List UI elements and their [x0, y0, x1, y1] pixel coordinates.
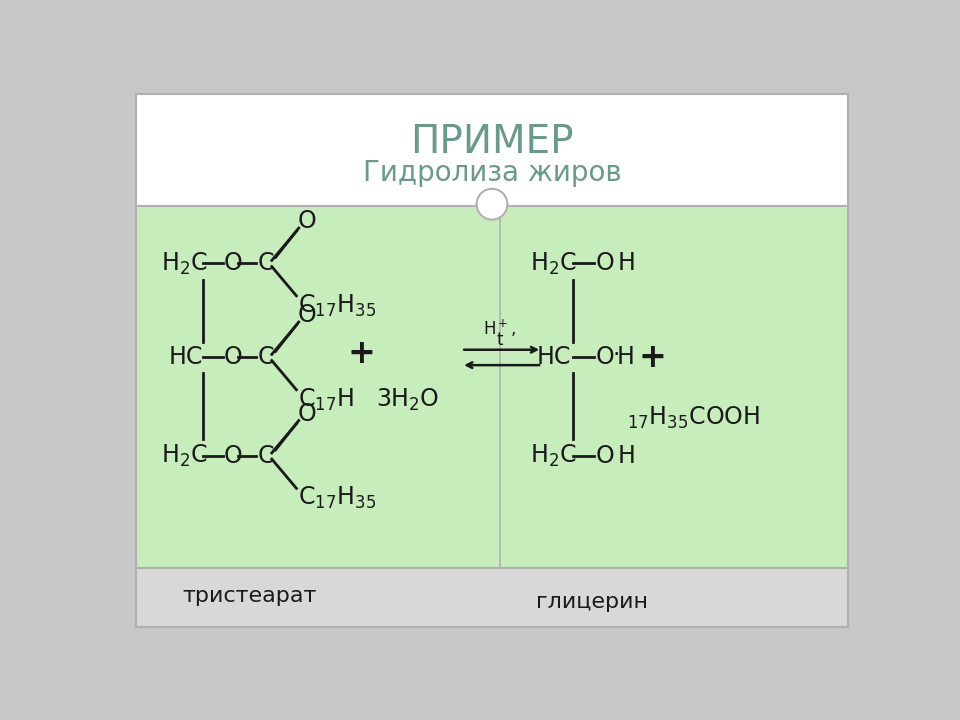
Circle shape	[476, 189, 508, 220]
Text: C$_{17}$H$_{35}$: C$_{17}$H$_{35}$	[298, 293, 376, 319]
Text: C: C	[257, 251, 274, 276]
Text: C: C	[257, 444, 274, 468]
Text: C$_{17}$H: C$_{17}$H	[298, 387, 354, 413]
FancyBboxPatch shape	[136, 567, 848, 627]
Text: H: H	[617, 444, 636, 468]
Text: H: H	[617, 251, 636, 276]
Text: 3H$_2$O: 3H$_2$O	[376, 387, 440, 413]
Text: C$_{17}$H$_{35}$: C$_{17}$H$_{35}$	[298, 485, 376, 511]
Text: C: C	[257, 346, 274, 369]
Text: глицерин: глицерин	[536, 593, 648, 612]
Text: O: O	[224, 251, 243, 276]
Text: O: O	[596, 251, 614, 276]
Text: тристеарат: тристеарат	[182, 586, 317, 606]
Text: O: O	[596, 346, 614, 369]
FancyBboxPatch shape	[136, 206, 848, 567]
Text: O: O	[298, 303, 317, 327]
Text: HC: HC	[537, 346, 571, 369]
Text: H$_2$C: H$_2$C	[161, 443, 207, 469]
Text: H$_2$C: H$_2$C	[531, 443, 577, 469]
Text: O: O	[298, 209, 317, 233]
Text: H$^+$,: H$^+$,	[483, 318, 516, 339]
Text: O: O	[224, 444, 243, 468]
Text: H$_2$C: H$_2$C	[161, 251, 207, 276]
Text: $_{17}$H$_{35}$COOH: $_{17}$H$_{35}$COOH	[627, 405, 759, 431]
Text: O: O	[298, 402, 317, 426]
Text: ПРИМЕР: ПРИМЕР	[410, 123, 574, 161]
Text: H$_2$C: H$_2$C	[531, 251, 577, 276]
Text: H: H	[616, 346, 635, 369]
Text: O: O	[596, 444, 614, 468]
Text: HC: HC	[169, 346, 203, 369]
Text: t: t	[496, 331, 503, 349]
Text: O: O	[224, 346, 243, 369]
Text: +: +	[348, 337, 375, 370]
FancyBboxPatch shape	[136, 94, 848, 206]
Text: ·: ·	[612, 343, 619, 367]
Text: Гидролиза жиров: Гидролиза жиров	[363, 158, 621, 186]
Text: +: +	[638, 341, 666, 374]
